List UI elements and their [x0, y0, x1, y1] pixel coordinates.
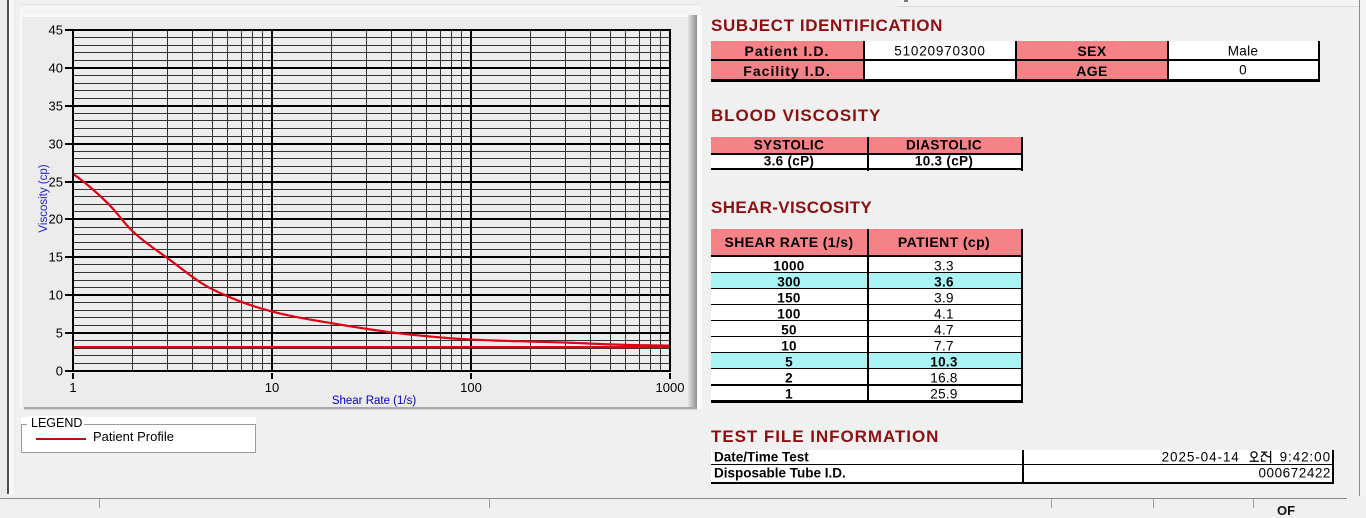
svg-text:25: 25 [49, 175, 63, 190]
svg-text:45: 45 [49, 23, 63, 38]
svg-text:40: 40 [49, 61, 63, 76]
svg-text:20: 20 [49, 212, 63, 227]
svg-text:5: 5 [56, 326, 63, 341]
svg-text:1000: 1000 [656, 380, 685, 395]
svg-text:10: 10 [265, 380, 279, 395]
svg-text:10: 10 [49, 288, 63, 303]
svg-text:30: 30 [49, 137, 63, 152]
svg-text:15: 15 [49, 250, 63, 265]
svg-text:1: 1 [69, 380, 76, 395]
svg-text:Viscosity (cp): Viscosity (cp) [38, 164, 50, 232]
svg-text:35: 35 [49, 99, 63, 114]
svg-text:100: 100 [460, 380, 482, 395]
svg-text:0: 0 [56, 364, 63, 379]
svg-text:Shear Rate (1/s): Shear Rate (1/s) [332, 395, 417, 407]
